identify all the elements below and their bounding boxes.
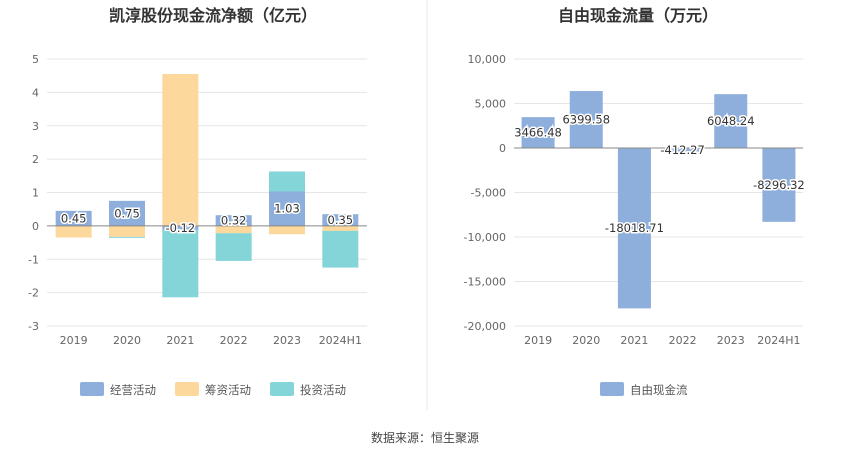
bar-经营活动-2019[interactable] (55, 210, 92, 226)
legend-label: 筹资活动 (205, 383, 251, 397)
bar-自由现金流-2024H1[interactable] (762, 148, 796, 222)
bar-自由现金流-2021[interactable] (617, 148, 651, 309)
data-label: -18018.71 (605, 221, 664, 235)
y-tick-label: 2 (32, 153, 39, 166)
data-label: -8296.32 (753, 178, 805, 192)
y-tick-label: 5,000 (475, 98, 507, 111)
legend-swatch (600, 382, 624, 396)
y-tick-label: -20,000 (464, 320, 506, 333)
bar-筹资活动-2023[interactable] (269, 225, 305, 235)
bar-筹资活动-2022[interactable] (215, 225, 252, 234)
bar-投资活动-2020[interactable] (109, 236, 145, 238)
bar-自由现金流-2019[interactable] (521, 117, 555, 148)
data-label: 0.75 (114, 206, 140, 220)
legend-item-投资活动[interactable]: 投资活动 (270, 382, 346, 397)
y-tick-label: 4 (32, 86, 39, 99)
bar-投资活动-2024H1[interactable] (322, 230, 359, 268)
bar-自由现金流-2022[interactable] (666, 148, 700, 152)
legend-label: 投资活动 (300, 383, 346, 397)
x-tick-label: 2023 (273, 334, 301, 347)
x-tick-label: 2020 (113, 334, 141, 347)
y-tick-label: -1 (28, 253, 39, 266)
x-tick-label: 2024H1 (319, 334, 362, 347)
data-label: -0.12 (165, 221, 195, 235)
data-label: 0.32 (221, 214, 247, 228)
chart-title: 凯淳股份现金流净额（亿元） (109, 6, 317, 25)
y-tick-label: 0 (32, 220, 39, 233)
y-tick-label: 3 (32, 120, 39, 133)
bar-筹资活动-2024H1[interactable] (322, 225, 359, 231)
y-tick-label: -3 (28, 320, 39, 333)
bar-自由现金流-2023[interactable] (714, 94, 748, 148)
x-tick-label: 2021 (166, 334, 194, 347)
y-tick-label: -15,000 (464, 276, 506, 289)
legend-label: 经营活动 (110, 383, 156, 397)
legend-swatch (175, 382, 199, 396)
data-label: 0.45 (61, 211, 87, 225)
bar-筹资活动-2021[interactable] (162, 74, 199, 226)
bar-经营活动-2024H1[interactable] (322, 214, 359, 226)
bar-投资活动-2023[interactable] (269, 171, 305, 192)
bar-经营活动-2023[interactable] (269, 191, 305, 226)
y-tick-label: -2 (28, 287, 39, 300)
x-tick-label: 2019 (524, 334, 552, 347)
x-tick-label: 2021 (620, 334, 648, 347)
x-tick-label: 2024H1 (757, 334, 800, 347)
legend-label: 自由现金流 (630, 383, 688, 397)
data-label: 3466.48 (514, 126, 562, 140)
x-tick-label: 2020 (572, 334, 600, 347)
y-tick-label: -5,000 (471, 187, 506, 200)
cash-flow-net-chart: 凯淳股份现金流净额（亿元） -3 -2 -1 0 1 2 3 4 5 2019 2020 2021 20… (28, 6, 367, 397)
y-tick-label: 5 (32, 53, 39, 66)
free-cash-flow-chart: 自由现金流量（万元） -20,000 -15,000 -10,000 -5,000 0 5… (464, 6, 807, 397)
bar-筹资活动-2019[interactable] (55, 225, 92, 238)
y-tick-label: 10,000 (468, 53, 507, 66)
legend-swatch (80, 382, 104, 396)
data-label: 6048.24 (707, 114, 755, 128)
data-label: 6399.58 (562, 113, 610, 127)
x-tick-label: 2022 (220, 334, 248, 347)
x-tick-label: 2022 (669, 334, 697, 347)
x-tick-label: 2019 (60, 334, 88, 347)
legend-item-经营活动[interactable]: 经营活动 (80, 382, 156, 397)
data-label: 1.03 (274, 202, 300, 216)
bar-经营活动-2020[interactable] (109, 200, 145, 226)
bar-自由现金流-2020[interactable] (569, 91, 603, 148)
chart-title: 自由现金流量（万元） (558, 6, 718, 25)
bar-投资活动-2022[interactable] (215, 233, 252, 261)
bar-经营活动-2021[interactable] (162, 225, 199, 230)
data-label: 0.35 (328, 213, 354, 227)
legend-item-自由现金流[interactable]: 自由现金流 (600, 382, 688, 397)
y-tick-label: 1 (32, 187, 39, 200)
y-tick-label: 0 (499, 142, 506, 155)
bar-筹资活动-2020[interactable] (109, 225, 145, 237)
data-source-note: 数据来源：恒生聚源 (371, 430, 479, 445)
legend-swatch (270, 382, 294, 396)
y-tick-label: -10,000 (464, 231, 506, 244)
legend-item-筹资活动[interactable]: 筹资活动 (175, 382, 251, 397)
data-label: -412.27 (660, 143, 704, 157)
x-tick-label: 2023 (717, 334, 745, 347)
bar-投资活动-2021[interactable] (162, 229, 199, 298)
bar-经营活动-2022[interactable] (215, 215, 252, 226)
